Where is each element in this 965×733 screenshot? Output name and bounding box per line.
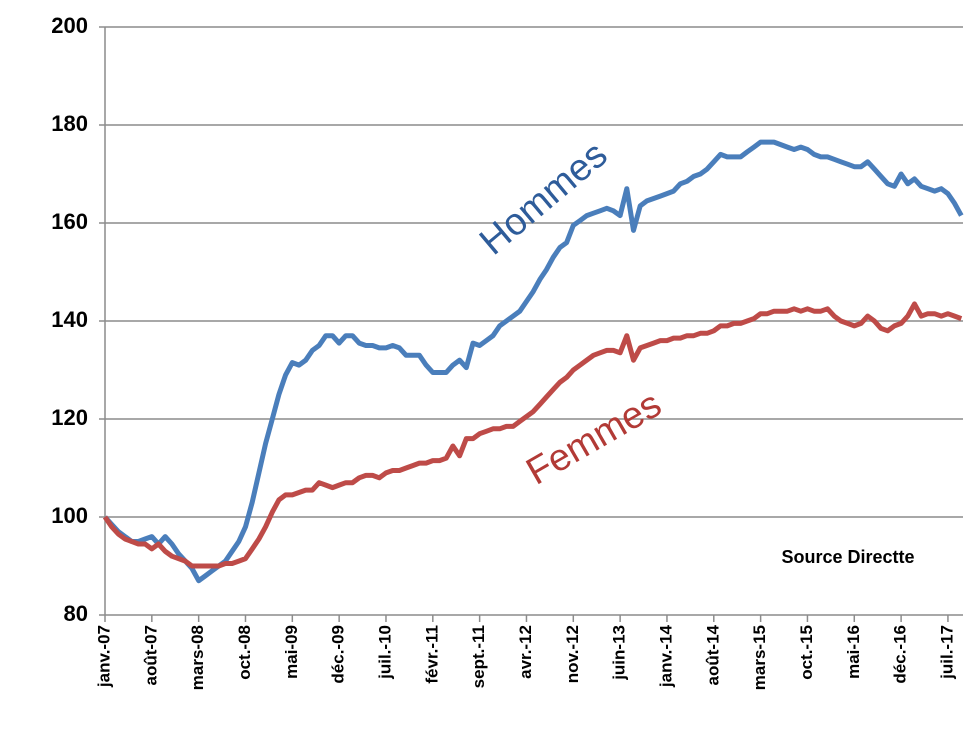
x-tick-label: juin-13 — [610, 625, 629, 681]
x-tick-label: avr.-12 — [516, 625, 535, 679]
x-tick-label: févr.-11 — [422, 625, 441, 684]
x-tick-label: mai-16 — [844, 625, 863, 679]
x-tick-label: oct.-08 — [235, 625, 254, 680]
y-tick-label: 120 — [51, 405, 88, 430]
y-tick-label: 140 — [51, 307, 88, 332]
y-tick-label: 180 — [51, 111, 88, 136]
x-tick-label: oct.-15 — [797, 625, 816, 680]
x-tick-label: mars-15 — [750, 625, 769, 690]
x-tick-label: août-14 — [703, 624, 722, 685]
source-note: Source Directte — [781, 547, 914, 567]
x-tick-label: déc.-16 — [891, 625, 910, 684]
x-tick-label: janv.-14 — [656, 624, 675, 688]
y-tick-label: 80 — [64, 601, 88, 626]
x-tick-label: sept.-11 — [469, 625, 488, 688]
x-tick-label: mai-09 — [282, 625, 301, 679]
series-line — [102, 301, 963, 569]
x-tick-label: août-07 — [141, 625, 160, 685]
x-tick-label: juil.-10 — [375, 625, 394, 680]
x-tick-label: nov.-12 — [563, 625, 582, 683]
x-tick-label: mars-08 — [188, 625, 207, 690]
y-tick-label: 160 — [51, 209, 88, 234]
y-tick-label: 100 — [51, 503, 88, 528]
x-tick-label: déc.-09 — [329, 625, 348, 684]
series-line — [103, 139, 964, 584]
x-tick-label: juil.-17 — [937, 625, 956, 680]
x-tick-label: janv.-07 — [94, 625, 113, 688]
annotation-hommes: Hommes — [472, 134, 615, 264]
y-tick-label: 200 — [51, 13, 88, 38]
